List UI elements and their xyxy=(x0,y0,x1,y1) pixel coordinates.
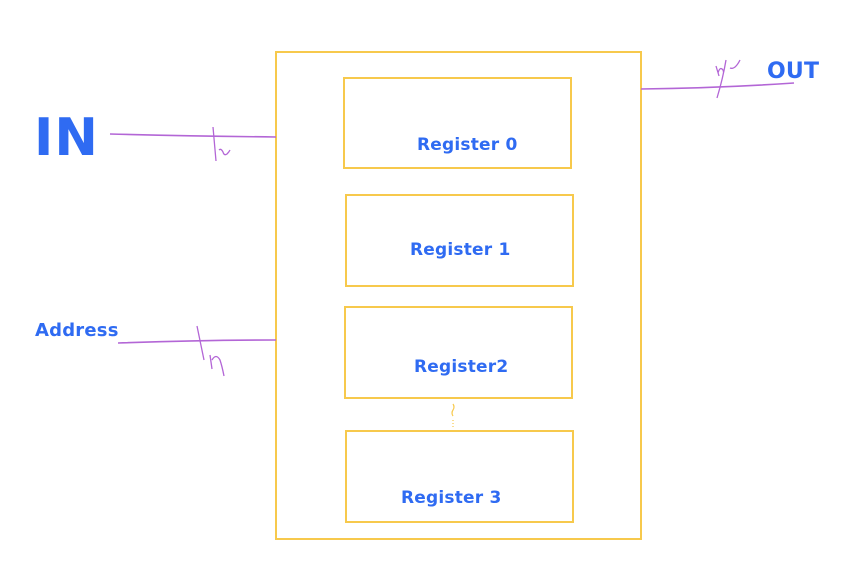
out-bus-width-mark xyxy=(715,59,741,99)
register-1-box xyxy=(345,194,574,287)
address-wire xyxy=(117,339,277,344)
out-label: OUT xyxy=(767,59,820,84)
register-3-label: Register 3 xyxy=(401,488,502,508)
address-label: Address xyxy=(35,320,119,341)
register-0-box xyxy=(343,77,572,169)
register-2-label: Register2 xyxy=(414,357,509,377)
in-bus-width-mark xyxy=(212,126,231,162)
register-2-box xyxy=(344,306,573,399)
address-bus-width-mark xyxy=(196,325,225,377)
in-wire xyxy=(109,133,277,138)
register-file-box xyxy=(275,51,642,540)
register-0-label: Register 0 xyxy=(417,135,518,155)
in-label: IN xyxy=(34,108,99,168)
continuation-mark xyxy=(451,403,455,428)
out-wire xyxy=(640,82,795,90)
register-3-box xyxy=(345,430,574,523)
register-1-label: Register 1 xyxy=(410,240,511,260)
